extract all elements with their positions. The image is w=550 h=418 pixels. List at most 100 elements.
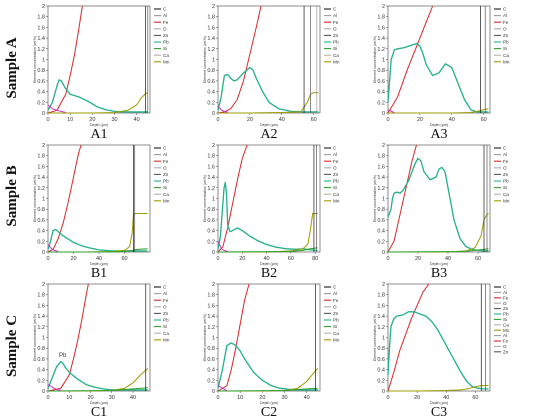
panel-a3-legend-label-pb: Pb (503, 40, 509, 45)
panel-a1-series-mn-line (48, 92, 148, 114)
panel-c3-y-axis-title: Element concentration (wt.%) (373, 314, 377, 361)
panel-a1-legend-label-al: Al (163, 13, 167, 18)
panel-a1-plot-frame (47, 5, 151, 114)
panel-b1-x-axis-title: Depth (μm) (90, 262, 108, 266)
panel-c3-legend-label-al: Al (503, 290, 507, 295)
panel-b3-x-axis-title: Depth (μm) (430, 262, 448, 266)
panel-b3-series-pb-line (387, 157, 489, 252)
panel-a2-legend-label-pb: Pb (333, 40, 339, 45)
chart-panel-c3: 00.20.40.60.811.21.41.61.820 20 40 60Elemen… (373, 282, 510, 418)
panel-a1-series-sn-line (47, 104, 66, 113)
panel-c1-legend-label-o: O (163, 304, 167, 309)
panel-c3-ytick-label: 1.8 (377, 293, 385, 299)
panel-c1-ytick-label: 2 (42, 282, 45, 288)
panel-b3-xtick-label: 60 (475, 256, 481, 262)
panel-b1-ytick-label: 2 (42, 143, 45, 149)
panel-b1-ytick-label: 1.4 (37, 175, 45, 181)
panel-c2-ytick-label: 1.6 (207, 303, 215, 309)
panel-a2-ytick-label: 1.6 (207, 25, 215, 31)
chart-panel-a1: 00.20.40.60.811.21.41.61.820 10 20 30 40Elem… (33, 4, 170, 142)
panel-a2-ytick-label: 1.2 (207, 47, 215, 53)
panel-a3-ytick-label: 2 (382, 4, 385, 10)
panel-a1-ytick-label: 0.2 (37, 100, 45, 106)
panel-a2-ytick-label: 1 (212, 58, 215, 64)
panel-b1-legend-label-pb: Pb (163, 179, 169, 184)
panel-b2-plot-frame (217, 144, 321, 253)
panel-c1-ytick-label: 1.8 (37, 293, 45, 299)
panel-b1-ytick-label: 0.2 (37, 239, 45, 245)
panel-c2-legend-label-zn: Zn (333, 311, 339, 316)
panel-b3-legend-label-zn: Zn (503, 172, 509, 177)
panel-b2-ytick-label: 0.2 (207, 239, 215, 245)
panel-c1-legend-label-fe: Fe (163, 298, 169, 303)
panel-b1-xtick-label: 20 (70, 256, 76, 262)
panel-a1-caption: A1 (90, 127, 107, 142)
panel-a1-ytick-label: 1.4 (37, 36, 45, 42)
panel-c2-ytick-label: 0 (212, 389, 215, 395)
panel-a1-ytick-label: 0.4 (37, 90, 45, 96)
panel-c2-ytick-label: 0.2 (207, 378, 215, 384)
panel-c3-plot-frame (387, 283, 491, 392)
panel-c1-xtick-label: 30 (109, 395, 115, 401)
panel-b1-ytick-label: 1.6 (37, 164, 45, 170)
panel-c2-series-fe-line (217, 283, 250, 392)
panel-b2-series-si-line (217, 247, 318, 253)
panel-a3-legend-label-zn: Zn (503, 33, 509, 38)
panel-c3-xtick-label: 60 (472, 395, 478, 401)
panel-a1-legend-label-c: C (163, 7, 167, 12)
panel-a3-xtick-label: 60 (481, 117, 487, 123)
panel-b2-ytick-label: 0.4 (207, 229, 215, 235)
panel-b1-legend-label-si: Si (163, 185, 167, 190)
panel-b3-ytick-label: 0.6 (377, 218, 385, 224)
panel-a3-ytick-label: 0.4 (377, 90, 385, 96)
panel-b2-legend-label-al: Al (333, 152, 337, 157)
panel-c2-legend-label-pb: Pb (333, 318, 339, 323)
panel-a3-xtick-label: 40 (449, 117, 455, 123)
panel-b3-xtick-label: 40 (445, 256, 451, 262)
panel-c3-xtick-label: 40 (443, 395, 449, 401)
panel-c3-series-pb-line (387, 311, 489, 390)
panel-a3-legend-label-c: C (503, 7, 507, 12)
panel-a3-ytick-label: 1.8 (377, 15, 385, 21)
panel-b2-x-axis-title: Depth (μm) (260, 262, 278, 266)
panel-a1-xtick-label: 10 (67, 117, 73, 123)
panel-c1-ytick-label: 0.2 (37, 378, 45, 384)
panel-b1-legend-label-mn: Mn (163, 198, 170, 203)
chart-panel-b3: 00.20.40.60.811.21.41.61.820 20 40 60Elemen… (373, 143, 510, 281)
panel-c3-ytick-label: 1.4 (377, 314, 385, 320)
panel-b1-xtick-label: 0 (46, 256, 49, 262)
panel-c2-legend-label-mn: Mn (333, 337, 340, 342)
panel-c2-xtick-label: 20 (259, 395, 265, 401)
panel-b3-ytick-label: 0.8 (377, 207, 385, 213)
panel-b3-series-si-line (387, 248, 489, 253)
panel-a3-legend-label-mn: Mn (503, 59, 510, 64)
panel-c2-xtick-label: 0 (216, 395, 219, 401)
panel-c2-ytick-label: 2 (212, 282, 215, 288)
panel-b3-ytick-label: 1 (382, 197, 385, 203)
panel-c2-legend-label-c: C (333, 285, 337, 290)
panel-b1-caption: B1 (91, 266, 107, 281)
panel-a2-series-pb-line (217, 66, 319, 113)
panel-c1-xtick-label: 0 (46, 395, 49, 401)
panel-b2-xtick-label: 0 (216, 256, 219, 262)
panel-c2-legend-label-al: Al (333, 291, 337, 296)
panel-b2-caption: B2 (261, 266, 277, 281)
panel-c3-legend-label-zn: Zn (503, 349, 509, 354)
panel-c3-ytick-label: 1.6 (377, 303, 385, 309)
panel-b2-legend-label-si: Si (333, 185, 337, 190)
panel-a1-ytick-label: 1.6 (37, 25, 45, 31)
panel-c3-xtick-label: 0 (386, 395, 389, 401)
panel-b3-ytick-label: 1.4 (377, 175, 385, 181)
panel-c3-ytick-label: 0 (382, 389, 385, 395)
panel-a1-legend-label-si: Si (163, 46, 167, 51)
panel-b1-legend-label-al: Al (163, 152, 167, 157)
panel-a2-series-sn-line (217, 106, 228, 113)
panel-b1-legend-label-zn: Zn (163, 172, 169, 177)
panel-c3-x-axis-title: Depth (μm) (430, 401, 448, 405)
panel-c3-series-mn-line (388, 385, 489, 392)
panel-b1-y-axis-title: Element concentration (wt.%) (33, 175, 37, 222)
panel-c2-ytick-label: 0.6 (207, 357, 215, 363)
panel-a2-ytick-label: 0 (212, 111, 215, 117)
panel-b3-y-axis-title: Element concentration (wt.%) (373, 175, 377, 222)
